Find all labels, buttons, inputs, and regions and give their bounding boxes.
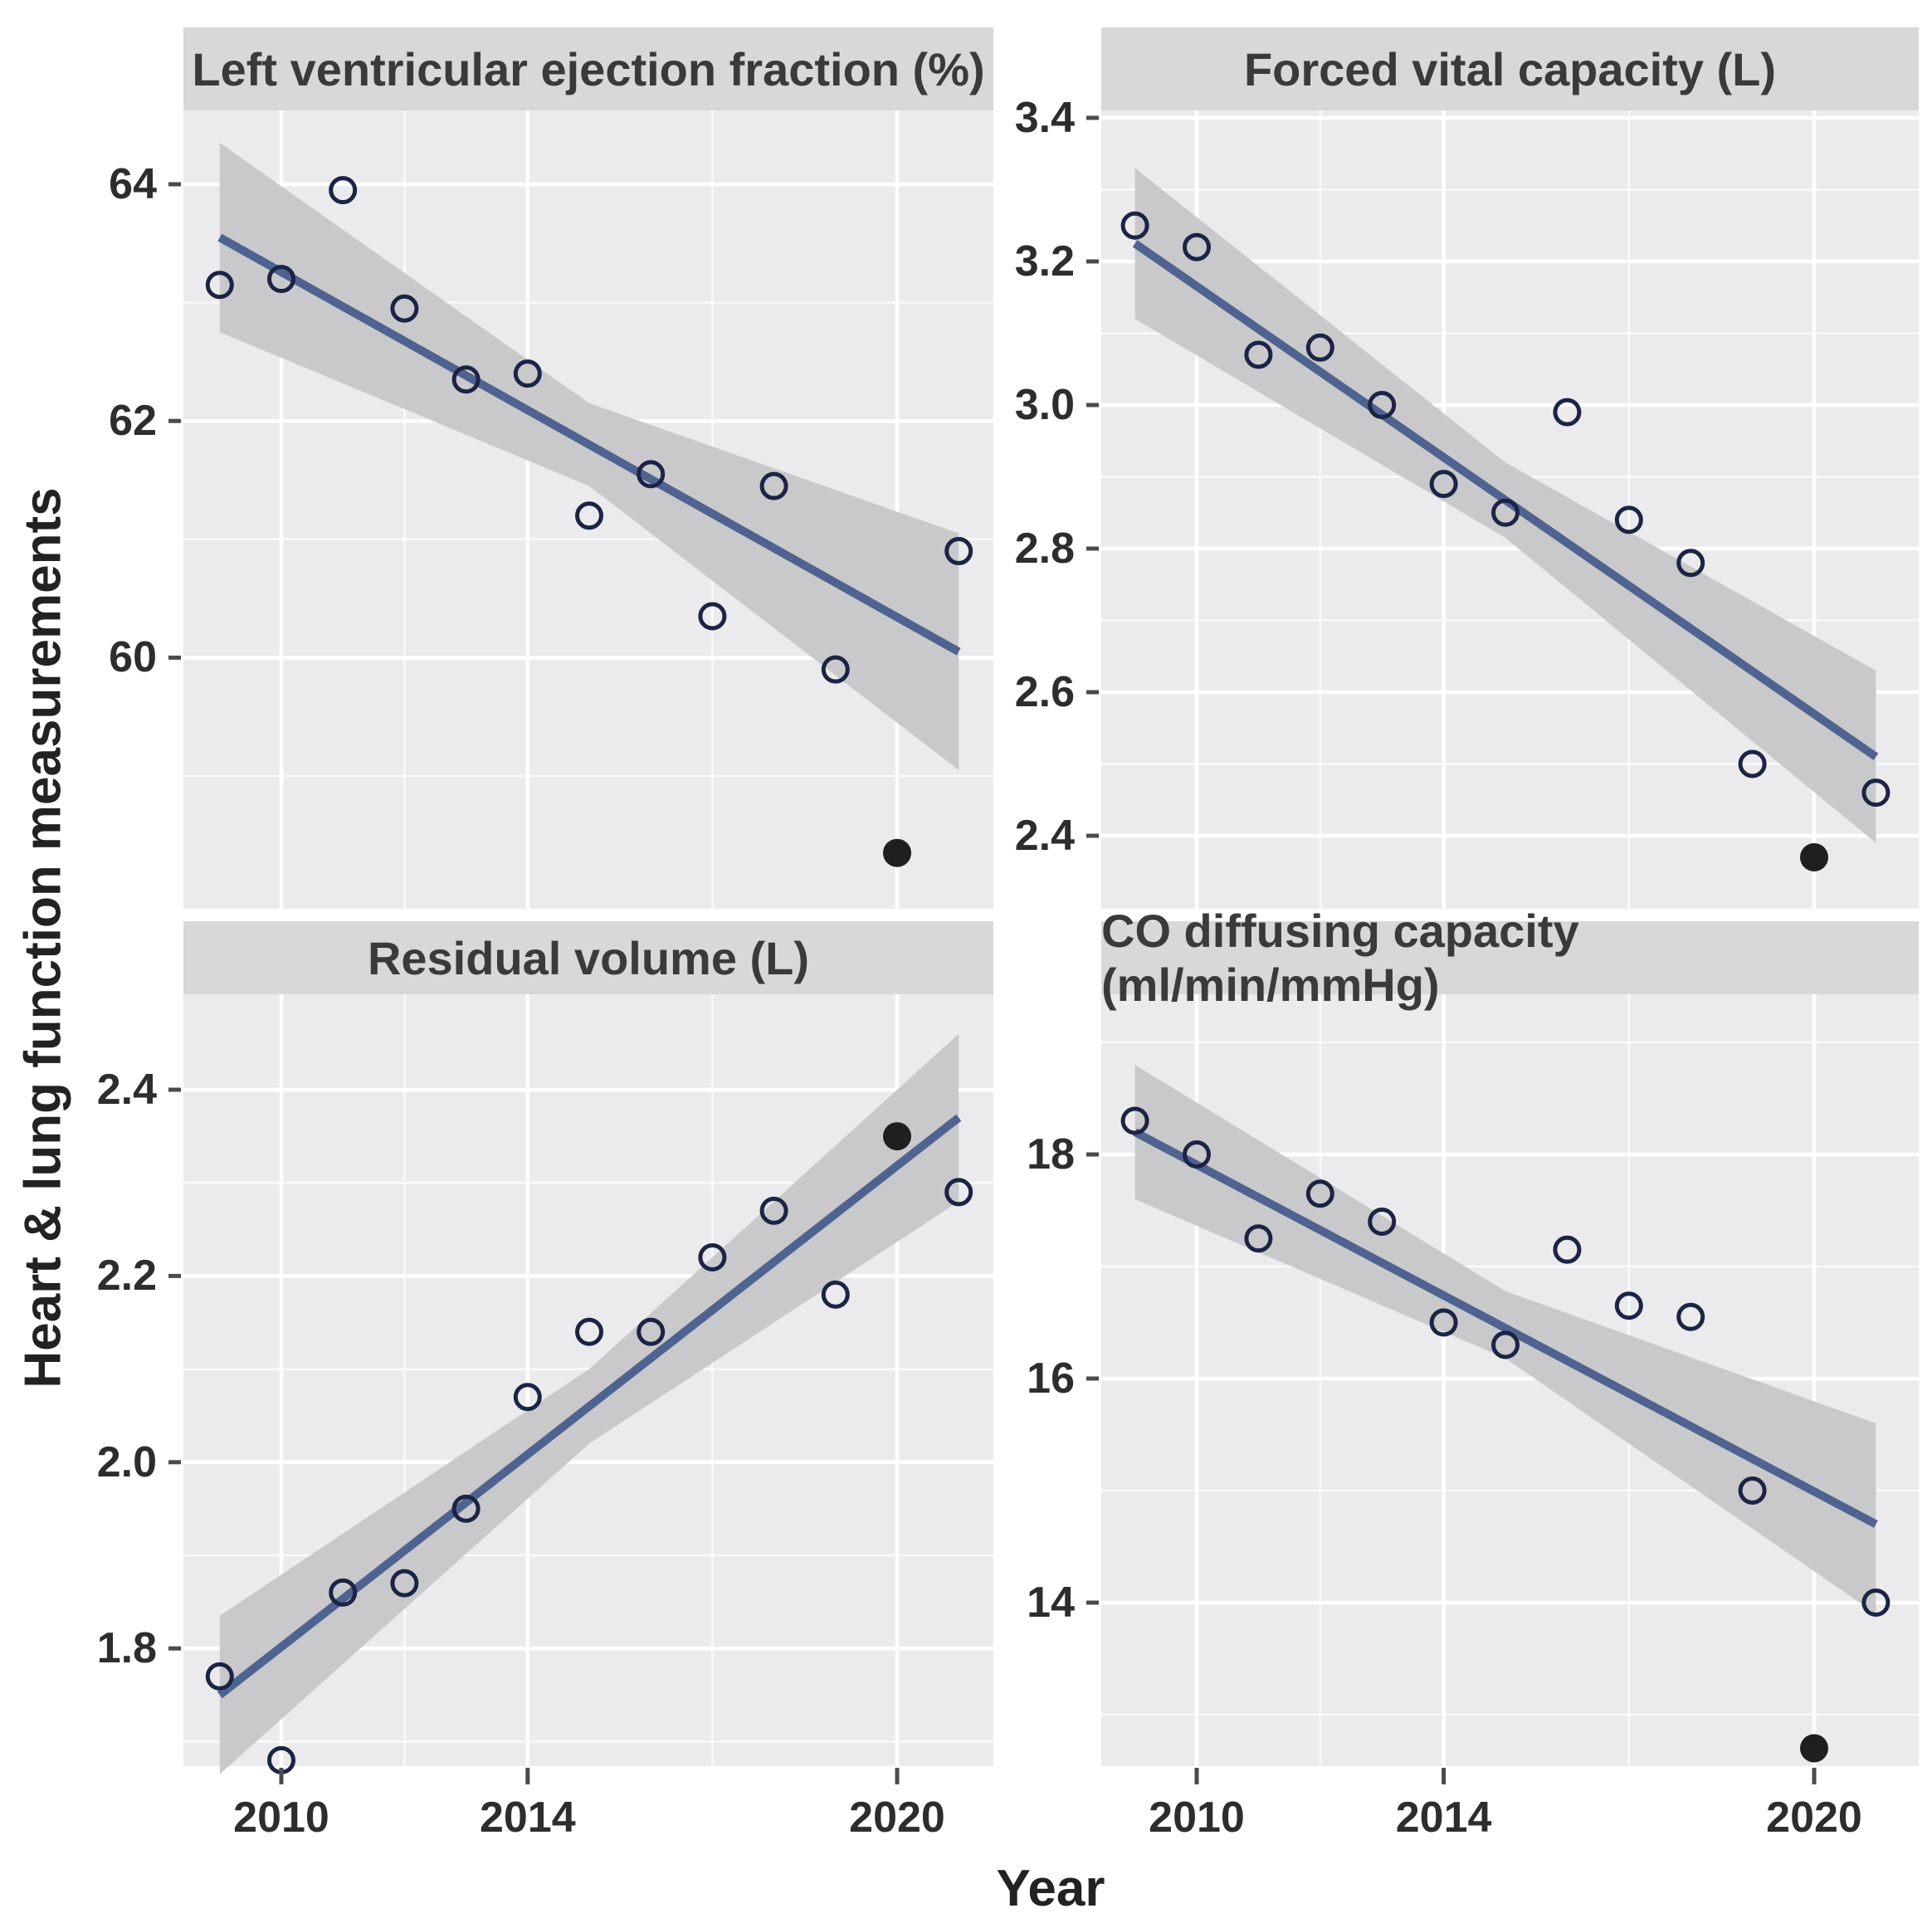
x-axis-label: Year	[996, 1860, 1105, 1917]
data-point-2015	[575, 501, 603, 530]
y-tick-label: 3.4	[1014, 94, 1075, 142]
y-tick-label: 3.2	[1014, 237, 1075, 286]
facet-title-fvc: Forced vital capacity (L)	[1243, 42, 1777, 95]
data-point-2012	[1305, 333, 1334, 362]
trend-line	[1133, 1128, 1878, 1528]
data-point-2011	[1244, 340, 1273, 369]
data-point-2019	[821, 655, 850, 684]
facet-strip-dlco: CO diffusing capacity (ml/min/mmHg)	[1101, 905, 1919, 1011]
data-point-2012	[1305, 1179, 1334, 1208]
trend-line	[217, 1114, 962, 1699]
trend-line	[217, 233, 961, 656]
data-point-2010	[1183, 232, 1211, 261]
data-point-2013	[451, 365, 481, 394]
y-tick-label: 1.8	[96, 1624, 157, 1673]
highlight-point-2020	[883, 838, 911, 867]
data-point-2013	[451, 1494, 481, 1523]
data-point-2016	[1553, 1235, 1582, 1264]
data-point-2017	[698, 1242, 727, 1271]
x-tick-label: 2010	[233, 1794, 329, 1842]
x-tick-label: 2020	[1766, 1794, 1862, 1842]
y-tick-label: 60	[109, 633, 157, 682]
facet-strip-fvc: Forced vital capacity (L)	[1101, 27, 1919, 110]
y-tick-label: 2.0	[96, 1437, 157, 1486]
facet-title-dlco: CO diffusing capacity (ml/min/mmHg)	[1101, 905, 1579, 1011]
confidence-band	[219, 143, 959, 770]
y-axis-label: Heart & lung function measurements	[14, 487, 72, 1388]
y-tick-label: 18	[1027, 1130, 1075, 1179]
data-point-2017	[1614, 505, 1643, 534]
x-tick-label: 2014	[1395, 1794, 1492, 1842]
data-point-2017	[1614, 1291, 1643, 1320]
confidence-band	[1134, 1065, 1876, 1614]
data-point-2009	[1120, 1106, 1149, 1135]
y-tick-label: 62	[109, 397, 157, 446]
y-tick-label: 64	[109, 160, 157, 208]
data-point-2009	[205, 1662, 234, 1691]
y-tick-label: 2.4	[96, 1066, 157, 1114]
data-point-2019	[1738, 1476, 1767, 1505]
data-point-2016	[637, 460, 666, 489]
data-point-2015	[575, 1317, 603, 1346]
data-point-2011	[329, 1578, 358, 1607]
data-point-2021	[944, 537, 973, 566]
highlight-point-2020	[883, 1122, 911, 1151]
data-point-2013	[1368, 1208, 1397, 1236]
data-point-2014	[1429, 1308, 1458, 1337]
data-point-2012	[390, 1569, 419, 1598]
y-tick-label: 2.8	[1014, 525, 1075, 573]
facet-strip-lvef: Left ventricular ejection fraction (%)	[183, 27, 993, 110]
data-point-2009	[205, 271, 234, 300]
y-tick-label: 16	[1027, 1354, 1075, 1403]
data-point-2018	[1676, 1302, 1705, 1331]
data-point-2010	[1183, 1140, 1211, 1169]
data-point-2018	[759, 471, 788, 500]
data-point-2016	[637, 1317, 666, 1346]
data-point-2011	[329, 176, 358, 205]
facet-title-lvef: Left ventricular ejection fraction (%)	[192, 42, 985, 95]
data-point-2014	[513, 359, 542, 388]
data-point-2021	[944, 1178, 973, 1207]
y-tick-label: 3.0	[1014, 381, 1075, 429]
data-point-2015	[1491, 1330, 1520, 1359]
data-point-2018	[1676, 549, 1705, 578]
x-tick-label: 2020	[849, 1794, 945, 1842]
data-point-2014	[1429, 470, 1458, 499]
data-point-2019	[821, 1280, 850, 1309]
highlight-point-2020	[1800, 842, 1828, 871]
y-tick-label: 14	[1027, 1579, 1075, 1627]
data-point-2014	[513, 1383, 542, 1412]
data-point-2010	[267, 265, 295, 294]
facet-strip-rv: Residual volume (L)	[183, 921, 993, 994]
highlight-point-2020	[1800, 1734, 1828, 1763]
x-tick-label: 2010	[1149, 1794, 1245, 1842]
data-point-2012	[390, 294, 419, 323]
data-point-2011	[1244, 1224, 1273, 1253]
data-point-2013	[1368, 391, 1397, 419]
x-tick-label: 2014	[479, 1794, 576, 1842]
data-point-2017	[698, 602, 727, 631]
data-point-2016	[1553, 398, 1582, 427]
data-point-2015	[1491, 498, 1520, 527]
data-point-2018	[759, 1196, 788, 1225]
y-tick-label: 2.4	[1014, 812, 1075, 860]
data-point-2019	[1738, 749, 1767, 778]
y-tick-label: 2.6	[1014, 668, 1075, 716]
data-point-2021	[1861, 778, 1891, 808]
y-tick-label: 2.2	[96, 1252, 157, 1301]
data-point-2021	[1861, 1589, 1891, 1617]
facet-title-rv: Residual volume (L)	[367, 931, 810, 984]
data-point-2009	[1120, 211, 1149, 240]
